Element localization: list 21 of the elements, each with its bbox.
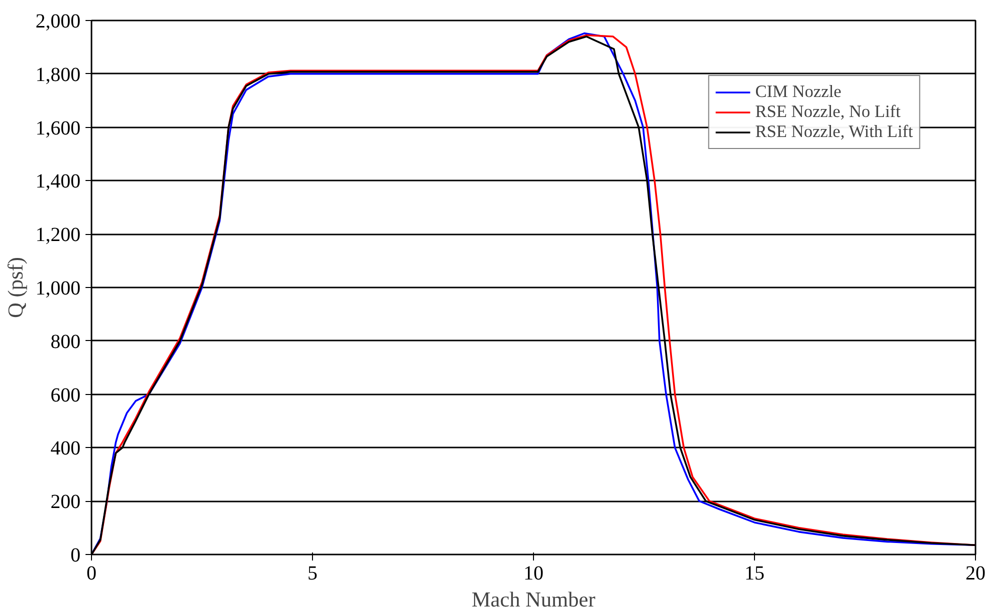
y-tick-label: 2,000	[36, 10, 80, 32]
x-tick-label: 0	[86, 562, 96, 584]
legend-label: RSE Nozzle, No Lift	[755, 102, 901, 122]
y-tick-label: 200	[50, 491, 80, 514]
y-tick-label: 1,400	[36, 170, 80, 193]
y-tick-label: 1,600	[36, 117, 80, 140]
y-tick-label: 0	[70, 544, 80, 566]
legend-label: CIM Nozzle	[755, 82, 842, 102]
x-tick-label: 10	[524, 562, 544, 584]
y-tick-label: 600	[50, 384, 80, 406]
x-axis-title: Mach Number	[472, 588, 596, 612]
y-tick-label: 800	[50, 330, 80, 353]
x-tick-label: 20	[966, 562, 986, 584]
y-tick-label: 400	[50, 438, 80, 460]
x-tick-label: 5	[308, 562, 318, 584]
legend-label: RSE Nozzle, With Lift	[755, 122, 913, 142]
y-tick-label: 1,000	[36, 278, 80, 300]
y-tick-label: 1,800	[36, 64, 80, 86]
y-tick-label: 1,200	[36, 224, 80, 246]
y-axis-title: Q (psf)	[4, 256, 28, 318]
x-tick-label: 15	[744, 562, 764, 584]
